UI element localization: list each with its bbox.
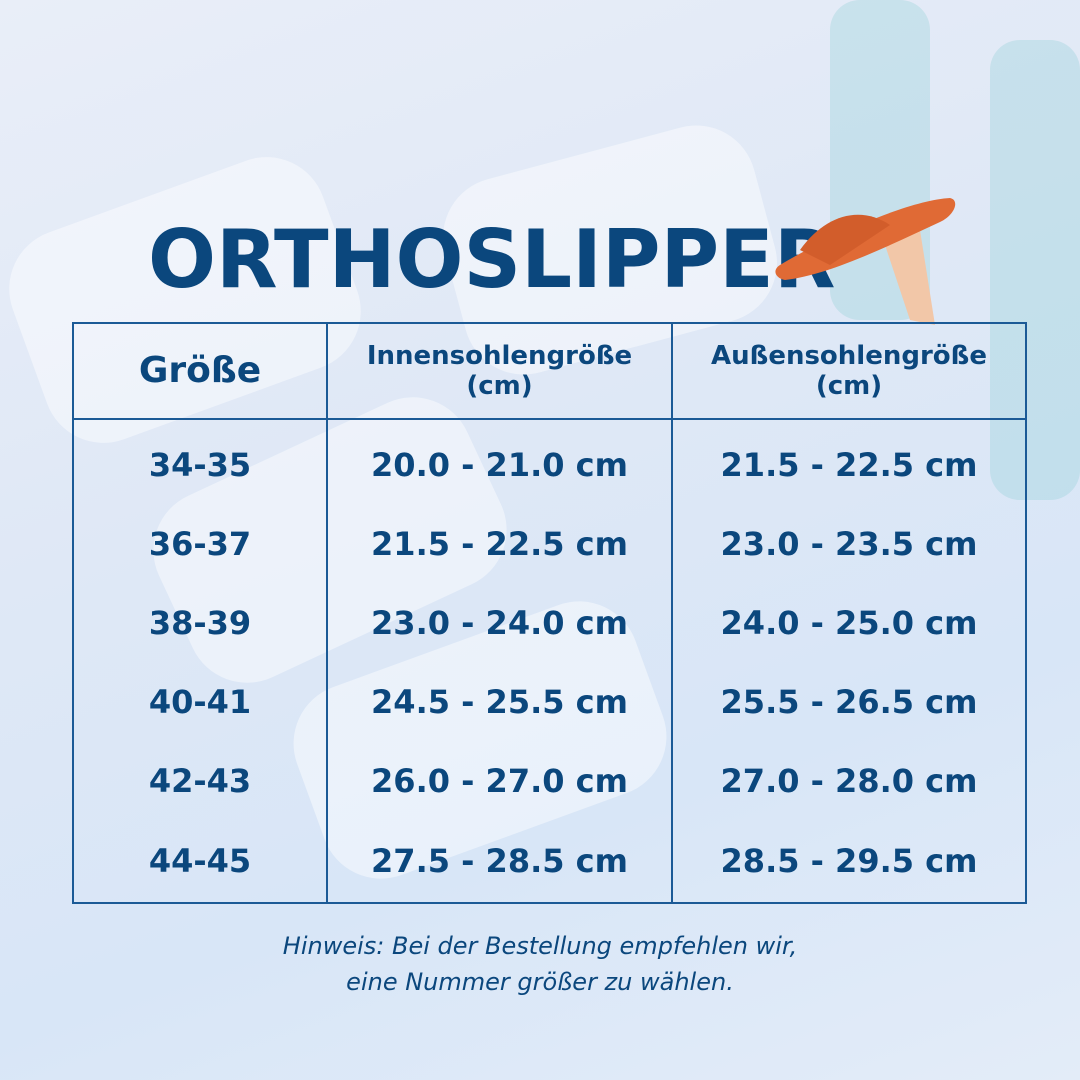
insole-cell: 23.0 - 24.0 cm: [326, 583, 673, 662]
header-size: Größe: [72, 322, 328, 420]
size-cell: 34-35: [72, 419, 328, 504]
hand-shape: [880, 230, 935, 325]
table-row: 42-43 26.0 - 27.0 cm 27.0 - 28.0 cm: [72, 741, 1027, 820]
header-text: Größe: [138, 350, 262, 391]
table-row: 38-39 23.0 - 24.0 cm 24.0 - 25.0 cm: [72, 583, 1027, 662]
slipper-strap: [800, 214, 890, 265]
header-text: Innensohlengröße: [366, 341, 633, 371]
table-row: 34-35 20.0 - 21.0 cm 21.5 - 22.5 cm: [72, 419, 1027, 504]
note-line-2: eine Nummer größer zu wählen.: [346, 968, 734, 996]
outsole-cell: 27.0 - 28.0 cm: [671, 741, 1027, 820]
header-row: Größe Innensohlengröße (cm) Außensohlengr…: [72, 322, 1027, 420]
slipper-in-hand-image: [775, 198, 956, 325]
insole-cell: 20.0 - 21.0 cm: [326, 419, 673, 504]
header-insole: Innensohlengröße (cm): [326, 322, 673, 420]
header-text: Außensohlengröße: [710, 341, 987, 371]
note-line-1: Hinweis: Bei der Bestellung empfehlen wi…: [282, 932, 798, 960]
size-cell: 38-39: [72, 583, 328, 662]
size-cell: 40-41: [72, 662, 328, 741]
outsole-cell: 24.0 - 25.0 cm: [671, 583, 1027, 662]
header-unit: (cm): [815, 371, 883, 401]
outsole-cell: 23.0 - 23.5 cm: [671, 504, 1027, 583]
size-cell: 36-37: [72, 504, 328, 583]
header-unit: (cm): [466, 371, 533, 401]
insole-cell: 21.5 - 22.5 cm: [326, 504, 673, 583]
header-outsole: Außensohlengröße (cm): [671, 322, 1027, 420]
size-cell: 42-43: [72, 741, 328, 820]
outsole-cell: 28.5 - 29.5 cm: [671, 820, 1027, 904]
size-table: Größe Innensohlengröße (cm) Außensohlengr…: [72, 322, 1027, 904]
page-title: ORTHOSLIPPER: [148, 213, 836, 306]
size-cell: 44-45: [72, 820, 328, 904]
insole-cell: 27.5 - 28.5 cm: [326, 820, 673, 904]
order-note: Hinweis: Bei der Bestellung empfehlen wi…: [0, 928, 1080, 1000]
table-row: 40-41 24.5 - 25.5 cm 25.5 - 26.5 cm: [72, 662, 1027, 741]
table-row: 36-37 21.5 - 22.5 cm 23.0 - 23.5 cm: [72, 504, 1027, 583]
insole-cell: 24.5 - 25.5 cm: [326, 662, 673, 741]
table-row: 44-45 27.5 - 28.5 cm 28.5 - 29.5 cm: [72, 820, 1027, 904]
outsole-cell: 21.5 - 22.5 cm: [671, 419, 1027, 504]
outsole-cell: 25.5 - 26.5 cm: [671, 662, 1027, 741]
insole-cell: 26.0 - 27.0 cm: [326, 741, 673, 820]
